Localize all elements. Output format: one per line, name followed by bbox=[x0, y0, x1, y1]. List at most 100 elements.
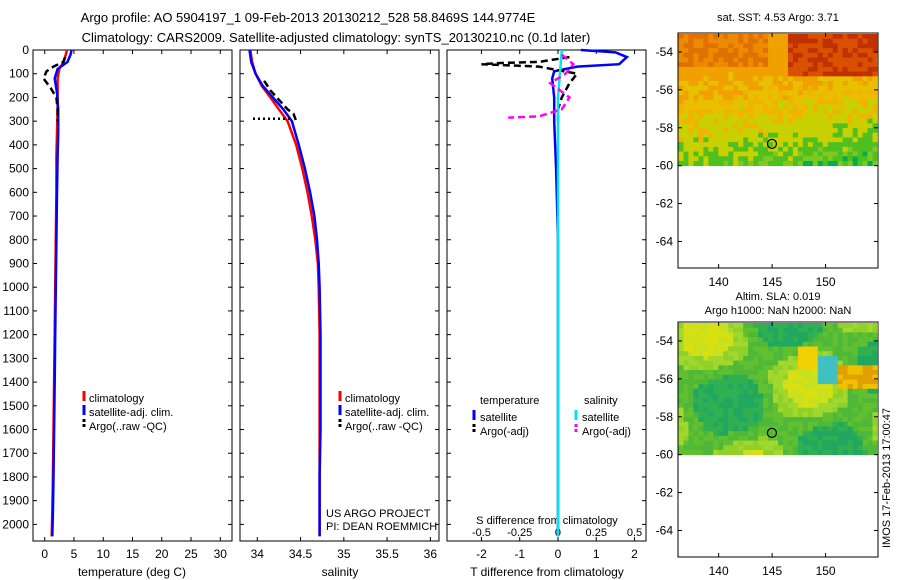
heatmap-cell bbox=[842, 132, 849, 138]
heatmap-cell bbox=[708, 370, 714, 376]
heatmap-cell bbox=[733, 81, 739, 87]
heatmap-cell bbox=[703, 132, 709, 138]
heatmap-cell bbox=[768, 128, 774, 134]
heatmap-cell bbox=[812, 38, 819, 44]
heatmap-cell bbox=[822, 398, 829, 404]
heatmap-cell bbox=[807, 435, 814, 441]
heatmap-cell bbox=[797, 137, 804, 143]
heatmap-cell bbox=[683, 398, 689, 404]
heatmap-cell bbox=[718, 327, 724, 333]
heatmap-cell bbox=[683, 449, 689, 456]
heatmap-cell bbox=[688, 388, 694, 394]
heatmap-cell bbox=[832, 123, 839, 129]
heatmap-cell bbox=[703, 34, 709, 40]
heatmap-cell bbox=[847, 151, 854, 157]
heatmap-cell bbox=[683, 62, 689, 68]
heatmap-cell bbox=[693, 57, 699, 63]
heatmap-cell bbox=[683, 81, 689, 87]
heatmap-cell bbox=[852, 151, 859, 157]
heatmap-cell bbox=[748, 132, 754, 138]
heatmap-cell bbox=[797, 81, 804, 87]
heatmap-cell bbox=[787, 412, 794, 418]
heatmap-cell bbox=[693, 62, 699, 68]
heatmap-cell bbox=[802, 57, 809, 63]
heatmap-cell bbox=[787, 445, 794, 451]
heatmap-cell bbox=[708, 435, 714, 441]
heatmap-cell bbox=[787, 351, 794, 357]
heatmap-cell bbox=[718, 365, 724, 371]
heatmap-cell bbox=[792, 128, 799, 134]
heatmap-cell bbox=[797, 374, 804, 380]
heatmap-cell bbox=[693, 142, 699, 148]
heatmap-cell bbox=[733, 57, 739, 63]
heatmap-cell bbox=[802, 151, 809, 157]
heatmap-cell bbox=[743, 113, 749, 120]
heatmap-cell bbox=[753, 137, 759, 143]
heatmap-cell bbox=[738, 327, 744, 333]
heatmap-cell bbox=[782, 398, 789, 404]
heatmap-cell bbox=[703, 128, 709, 134]
heatmap-cell bbox=[807, 57, 814, 63]
heatmap-cell bbox=[817, 355, 824, 362]
heatmap-cell bbox=[847, 370, 854, 376]
heatmap-cell bbox=[827, 85, 834, 91]
heatmap-cell bbox=[807, 160, 814, 167]
heatmap-cell bbox=[718, 332, 724, 338]
heatmap-cell bbox=[857, 360, 863, 366]
heatmap-cell bbox=[837, 104, 844, 110]
heatmap-cell bbox=[857, 123, 863, 129]
heatmap-cell bbox=[688, 407, 694, 413]
heatmap-cell bbox=[837, 151, 844, 157]
heatmap-cell bbox=[683, 351, 689, 357]
heatmap-cell bbox=[857, 355, 863, 362]
heatmap-cell bbox=[837, 132, 844, 138]
heatmap-cell bbox=[807, 346, 814, 352]
heatmap-cell bbox=[683, 407, 689, 413]
difference-axes-box bbox=[446, 49, 647, 542]
heatmap-cell bbox=[728, 85, 734, 91]
heatmap-cell bbox=[822, 370, 829, 376]
heatmap-cell bbox=[678, 104, 684, 110]
heatmap-cell bbox=[827, 71, 834, 77]
heatmap-cell bbox=[782, 151, 789, 157]
heatmap-cell bbox=[867, 360, 873, 366]
heatmap-cell bbox=[857, 440, 863, 446]
side-stamp: IMOS 17-Feb-2013 17:00:47 bbox=[881, 408, 893, 548]
heatmap-cell bbox=[733, 118, 739, 124]
heatmap-cell bbox=[678, 365, 684, 371]
heatmap-cell bbox=[792, 341, 799, 347]
heatmap-cell bbox=[832, 156, 839, 162]
heatmap-cell bbox=[768, 449, 774, 456]
y-tick-label: 400 bbox=[9, 138, 29, 152]
heatmap-cell bbox=[768, 38, 774, 44]
heatmap-cell bbox=[802, 99, 809, 105]
heatmap-cell bbox=[822, 407, 829, 413]
heatmap-cell bbox=[758, 445, 764, 451]
heatmap-cell bbox=[768, 109, 774, 115]
heatmap-cell bbox=[857, 407, 863, 413]
heatmap-cell bbox=[758, 398, 764, 404]
heatmap-cell bbox=[698, 379, 704, 385]
heatmap-cell bbox=[792, 113, 799, 120]
heatmap-cell bbox=[867, 156, 873, 162]
heatmap-cell bbox=[847, 435, 854, 441]
heatmap-cell bbox=[688, 85, 694, 91]
x2-tick-label: -0.25 bbox=[507, 527, 532, 539]
heatmap-cell bbox=[718, 128, 724, 134]
heatmap-cell bbox=[852, 38, 859, 44]
heatmap-cell bbox=[718, 449, 724, 456]
heatmap-cell bbox=[802, 360, 809, 366]
heatmap-cell bbox=[782, 66, 789, 73]
heatmap-cell bbox=[763, 151, 769, 157]
heatmap-cell bbox=[867, 398, 873, 404]
heatmap-cell bbox=[733, 151, 739, 157]
heatmap-cell bbox=[832, 90, 839, 96]
heatmap-cell bbox=[743, 440, 749, 446]
heatmap-cell bbox=[758, 388, 764, 394]
heatmap-cell bbox=[753, 402, 759, 409]
heatmap-cell bbox=[802, 384, 809, 390]
heatmap-cell bbox=[822, 62, 829, 68]
heatmap-cell bbox=[792, 355, 799, 362]
heatmap-cell bbox=[827, 426, 834, 432]
heatmap-cell bbox=[852, 388, 859, 394]
